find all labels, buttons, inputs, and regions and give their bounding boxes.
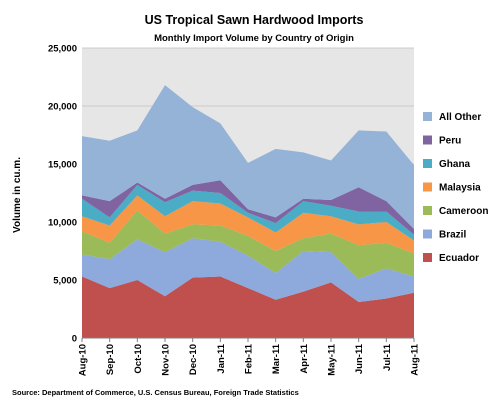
legend-label-cameroon: Cameroon — [439, 206, 488, 217]
legend-label-malaysia: Malaysia — [439, 183, 481, 194]
y-tick-label: 20,000 — [48, 102, 77, 113]
x-tick-label: Jul-11 — [382, 343, 393, 371]
x-tick-label: May-11 — [327, 343, 338, 375]
x-tick-label: Jan-11 — [216, 343, 227, 373]
legend-swatch-brazil — [423, 229, 432, 239]
x-tick-label: Oct-10 — [133, 344, 144, 374]
x-tick-label: Mar-11 — [271, 343, 282, 374]
y-tick-label: 5,000 — [53, 276, 77, 287]
x-tick-label: Feb-11 — [244, 343, 255, 374]
x-tick-label: Jun-11 — [354, 343, 365, 374]
x-tick-label: Nov-10 — [161, 344, 172, 376]
legend-label-ghana: Ghana — [439, 159, 471, 170]
legend-swatch-all-other — [423, 112, 432, 121]
x-tick-label: Aug-11 — [410, 343, 421, 375]
area-peru — [82, 180, 414, 235]
legend-label-ecuador: Ecuador — [439, 253, 479, 264]
source-note: Source: Department of Commerce, U.S. Cen… — [12, 388, 299, 397]
y-axis-label: Volume in cu.m. — [12, 157, 23, 233]
x-axis-ticks: Aug-10 Sep-10 Oct-10 Nov-10 Dec-10 Jan-11 Feb-… — [78, 338, 421, 376]
area-ecuador — [82, 276, 414, 338]
y-tick-label: 10,000 — [48, 218, 77, 229]
legend-label-all-other: All Other — [439, 112, 481, 123]
legend-label-brazil: Brazil — [439, 230, 466, 241]
chart-subtitle: Monthly Import Volume by Country of Orig… — [154, 33, 354, 44]
x-tick-label: Aug-10 — [78, 344, 89, 376]
legend-swatch-ghana — [423, 159, 432, 168]
x-tick-label: Apr-11 — [299, 343, 310, 373]
legend-swatch-peru — [423, 135, 432, 145]
y-axis-ticks: 0 5,000 10,000 15,000 20,000 25,000 — [48, 44, 77, 345]
x-tick-label: Sep-10 — [105, 344, 116, 375]
area-cameroon — [82, 210, 414, 279]
area-all-other — [82, 85, 414, 229]
area-series-layer — [82, 85, 414, 338]
legend-swatch-cameroon — [423, 206, 432, 215]
y-tick-label: 0 — [72, 334, 77, 345]
area-brazil — [82, 238, 414, 303]
legend-swatch-malaysia — [423, 182, 432, 192]
y-tick-label: 25,000 — [48, 44, 77, 55]
y-tick-label: 15,000 — [48, 160, 77, 171]
legend-swatch-ecuador — [423, 253, 432, 262]
legend-label-peru: Peru — [439, 136, 461, 147]
chart-title: US Tropical Sawn Hardwood Imports — [145, 13, 364, 27]
legend: All Other Peru Ghana Malaysia Cameroon Brazil… — [423, 112, 488, 264]
area-malaysia — [82, 195, 414, 254]
x-tick-label: Dec-10 — [188, 344, 199, 375]
